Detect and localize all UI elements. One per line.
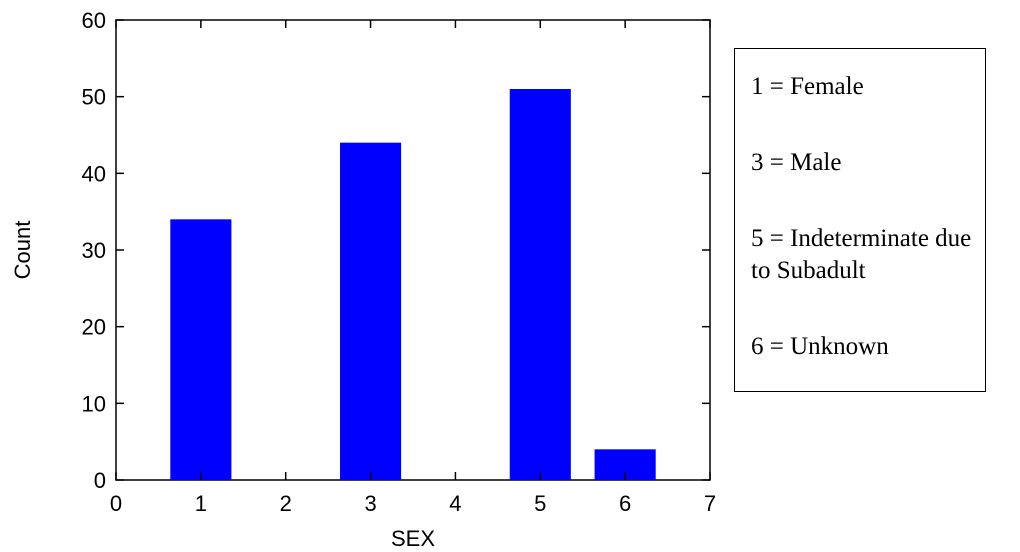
y-tick-label: 0 — [94, 468, 106, 493]
y-tick-label: 10 — [82, 391, 106, 416]
x-tick-label: 1 — [195, 491, 207, 516]
y-tick-label: 60 — [82, 8, 106, 33]
y-tick-label: 40 — [82, 161, 106, 186]
x-tick-label: 7 — [704, 491, 716, 516]
x-tick-label: 4 — [449, 491, 461, 516]
x-tick-label: 6 — [619, 491, 631, 516]
y-tick-label: 50 — [82, 85, 106, 110]
legend-item-indeterminate: 5 = Indeterminate due to Subadult — [751, 225, 972, 284]
x-tick-label: 5 — [534, 491, 546, 516]
x-tick-label: 2 — [280, 491, 292, 516]
x-axis-label: SEX — [391, 526, 435, 551]
bar-sex-3 — [340, 142, 402, 480]
y-tick-label: 30 — [82, 238, 106, 263]
x-tick-label: 0 — [110, 491, 122, 516]
legend-item-unknown: 6 = Unknown — [751, 333, 889, 360]
legend-item-male: 3 = Male — [751, 149, 842, 176]
x-tick-label: 3 — [364, 491, 376, 516]
bar-sex-1 — [170, 219, 232, 481]
y-tick-label: 20 — [82, 315, 106, 340]
bar-sex-5 — [509, 89, 571, 480]
legend-item-female: 1 = Female — [751, 73, 864, 100]
y-axis-label: Count — [10, 221, 35, 280]
legend-box: 1 = Female 3 = Male 5 = Indeterminate du… — [734, 48, 986, 392]
